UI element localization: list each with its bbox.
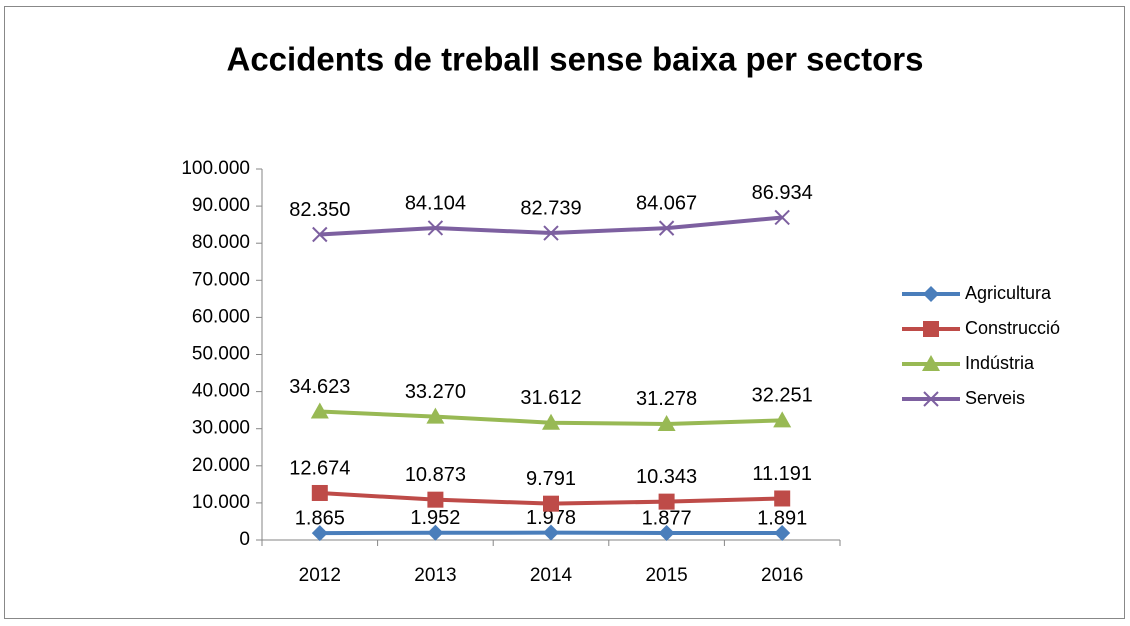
value-label: 1.978 [526,507,576,529]
marker [543,524,559,541]
value-label: 1.865 [295,507,345,529]
y-tick-label: 0 [239,529,250,550]
value-label: 33.270 [405,381,466,403]
marker [426,407,445,424]
y-tick-label: 40.000 [192,381,250,402]
marker [310,402,329,419]
marker [658,493,675,510]
legend-label: Construcció [965,318,1060,338]
marker [774,490,791,507]
marker [923,286,939,302]
x-tick-label: 2016 [761,565,803,586]
value-label: 82.350 [289,199,350,221]
value-label: 84.104 [405,192,466,214]
marker [427,524,444,541]
value-label: 10.343 [636,466,697,488]
y-tick-label: 50.000 [192,344,250,365]
value-label: 32.251 [752,385,813,407]
y-tick-label: 90.000 [192,195,250,216]
marker [773,411,792,428]
legend-label: Serveis [965,388,1025,408]
value-label: 82.739 [520,197,581,219]
x-tick-label: 2015 [645,565,687,586]
marker [774,209,790,226]
marker [923,321,939,337]
marker [658,220,675,236]
marker [923,391,939,407]
x-tick-label: 2013 [414,565,456,586]
marker [658,525,675,542]
y-tick-label: 80.000 [192,232,250,253]
value-label: 31.278 [636,388,697,410]
value-label: 1.877 [642,507,692,529]
value-label: 1.952 [410,507,460,529]
value-label: 34.623 [289,376,350,398]
y-tick-label: 30.000 [192,418,250,439]
value-label: 86.934 [752,182,813,204]
marker [311,484,328,501]
marker [543,495,559,512]
y-tick-label: 70.000 [192,269,250,290]
value-label: 12.674 [289,457,350,479]
marker [542,413,560,430]
marker [312,226,328,243]
marker [774,524,791,541]
value-label: 31.612 [520,387,581,409]
marker [543,225,559,241]
chart-frame [4,6,1125,619]
x-tick-label: 2014 [530,565,573,586]
marker [311,525,328,542]
value-label: 1.891 [757,507,807,529]
legend-label: Indústria [965,353,1035,373]
y-tick-label: 10.000 [192,492,250,513]
value-label: 10.873 [405,464,466,486]
y-tick-label: 100.000 [181,158,250,179]
chart-title: Accidents de treball sense baixa per sec… [227,41,924,78]
y-tick-label: 60.000 [192,306,250,327]
x-tick-label: 2012 [299,565,341,586]
value-label: 11.191 [752,463,812,485]
marker [922,355,940,371]
marker [427,220,444,236]
marker [427,491,444,508]
value-label: 9.791 [526,468,576,490]
legend-label: Agricultura [965,283,1052,303]
value-label: 84.067 [636,192,697,214]
marker [657,414,676,431]
y-tick-label: 20.000 [192,455,250,476]
